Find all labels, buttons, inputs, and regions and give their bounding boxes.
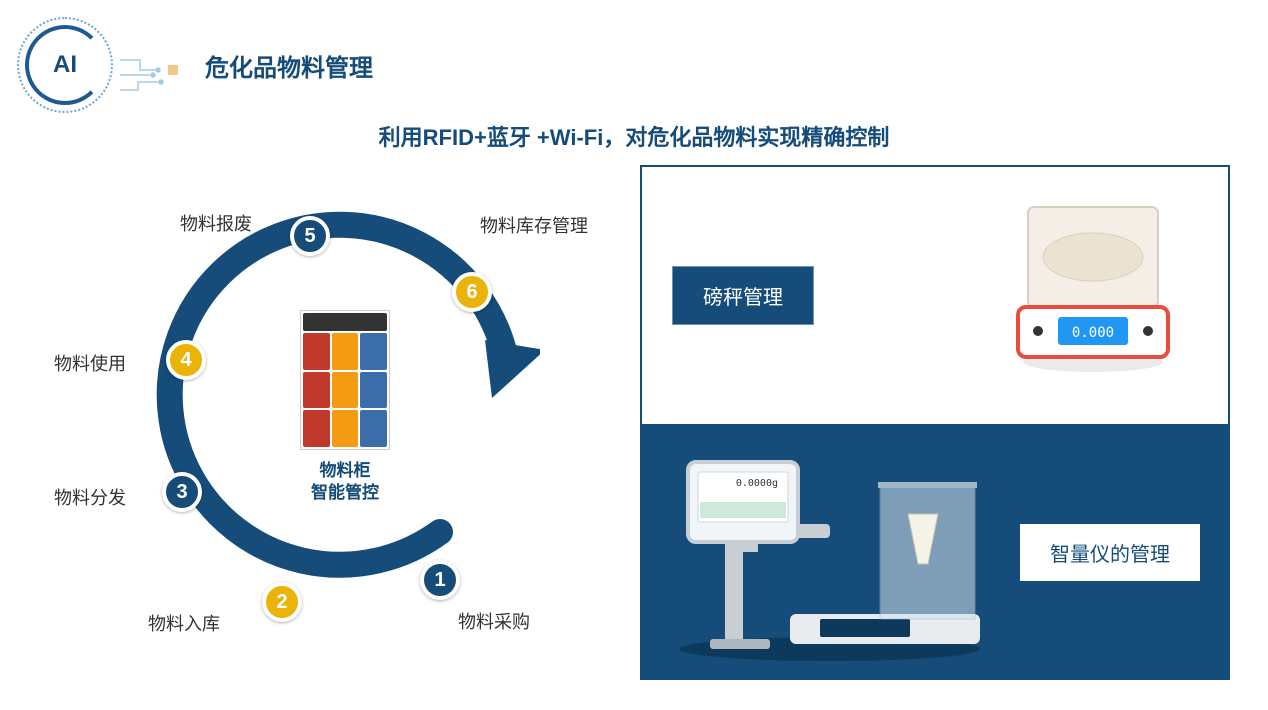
locker-cell: [303, 333, 330, 370]
scale-display-value: 0.000: [1072, 325, 1114, 341]
locker-cell: [332, 410, 359, 447]
cycle-node-6: 6: [452, 272, 492, 312]
slide-header: AI 危化品物料管理: [20, 20, 373, 110]
center-label-line2: 智能管控: [290, 482, 400, 504]
panel-analyzer-management: 0.0000g 智量仪的管理: [640, 424, 1230, 681]
ai-badge: AI: [20, 20, 110, 110]
page-subtitle: 利用RFID+蓝牙 +Wi-Fi，对危化品物料实现精确控制: [0, 120, 1268, 152]
locker-cell: [332, 333, 359, 370]
material-cycle-diagram: 物料柜 智能管控 1 物料采购 2 物料入库 3 物料分发 4 物料使用 5 物料报废 6 物料库存管…: [40, 170, 600, 670]
panel-scale-management: 磅秤管理 0.000: [640, 165, 1230, 424]
locker-cell: [332, 372, 359, 409]
center-cabinet: 物料柜 智能管控: [290, 310, 400, 504]
locker-cell: [360, 372, 387, 409]
cycle-node-2: 2: [262, 582, 302, 622]
cycle-node-label-1: 物料采购: [458, 608, 530, 634]
ai-badge-text: AI: [37, 37, 93, 93]
cycle-node-label-6: 物料库存管理: [480, 212, 588, 238]
cycle-node-4: 4: [166, 340, 206, 380]
center-label-line1: 物料柜: [290, 460, 400, 482]
cabinet-icon: [300, 310, 390, 450]
svg-text:0.0000g: 0.0000g: [736, 478, 778, 489]
cycle-node-label-2: 物料入库: [148, 610, 220, 636]
locker-cell: [360, 333, 387, 370]
cycle-node-3: 3: [162, 472, 202, 512]
panel-top-label: 磅秤管理: [672, 266, 814, 325]
cycle-node-label-3: 物料分发: [54, 484, 126, 510]
cycle-node-1: 1: [420, 560, 460, 600]
weighing-scale-icon: 0.000: [1008, 197, 1178, 377]
panel-bottom-label: 智量仪的管理: [1020, 524, 1200, 581]
cycle-node-label-4: 物料使用: [54, 350, 126, 376]
right-panels: 磅秤管理 0.000: [640, 165, 1230, 680]
cabinet-top-panel: [303, 313, 387, 331]
cycle-node-5: 5: [290, 216, 330, 256]
locker-cell: [303, 372, 330, 409]
locker-cell: [360, 410, 387, 447]
cycle-node-label-5: 物料报废: [180, 210, 252, 236]
circuit-decoration-icon: [120, 50, 200, 100]
page-title: 危化品物料管理: [205, 48, 373, 83]
smart-analyzer-icon: 0.0000g: [670, 444, 990, 664]
locker-cell: [303, 410, 330, 447]
